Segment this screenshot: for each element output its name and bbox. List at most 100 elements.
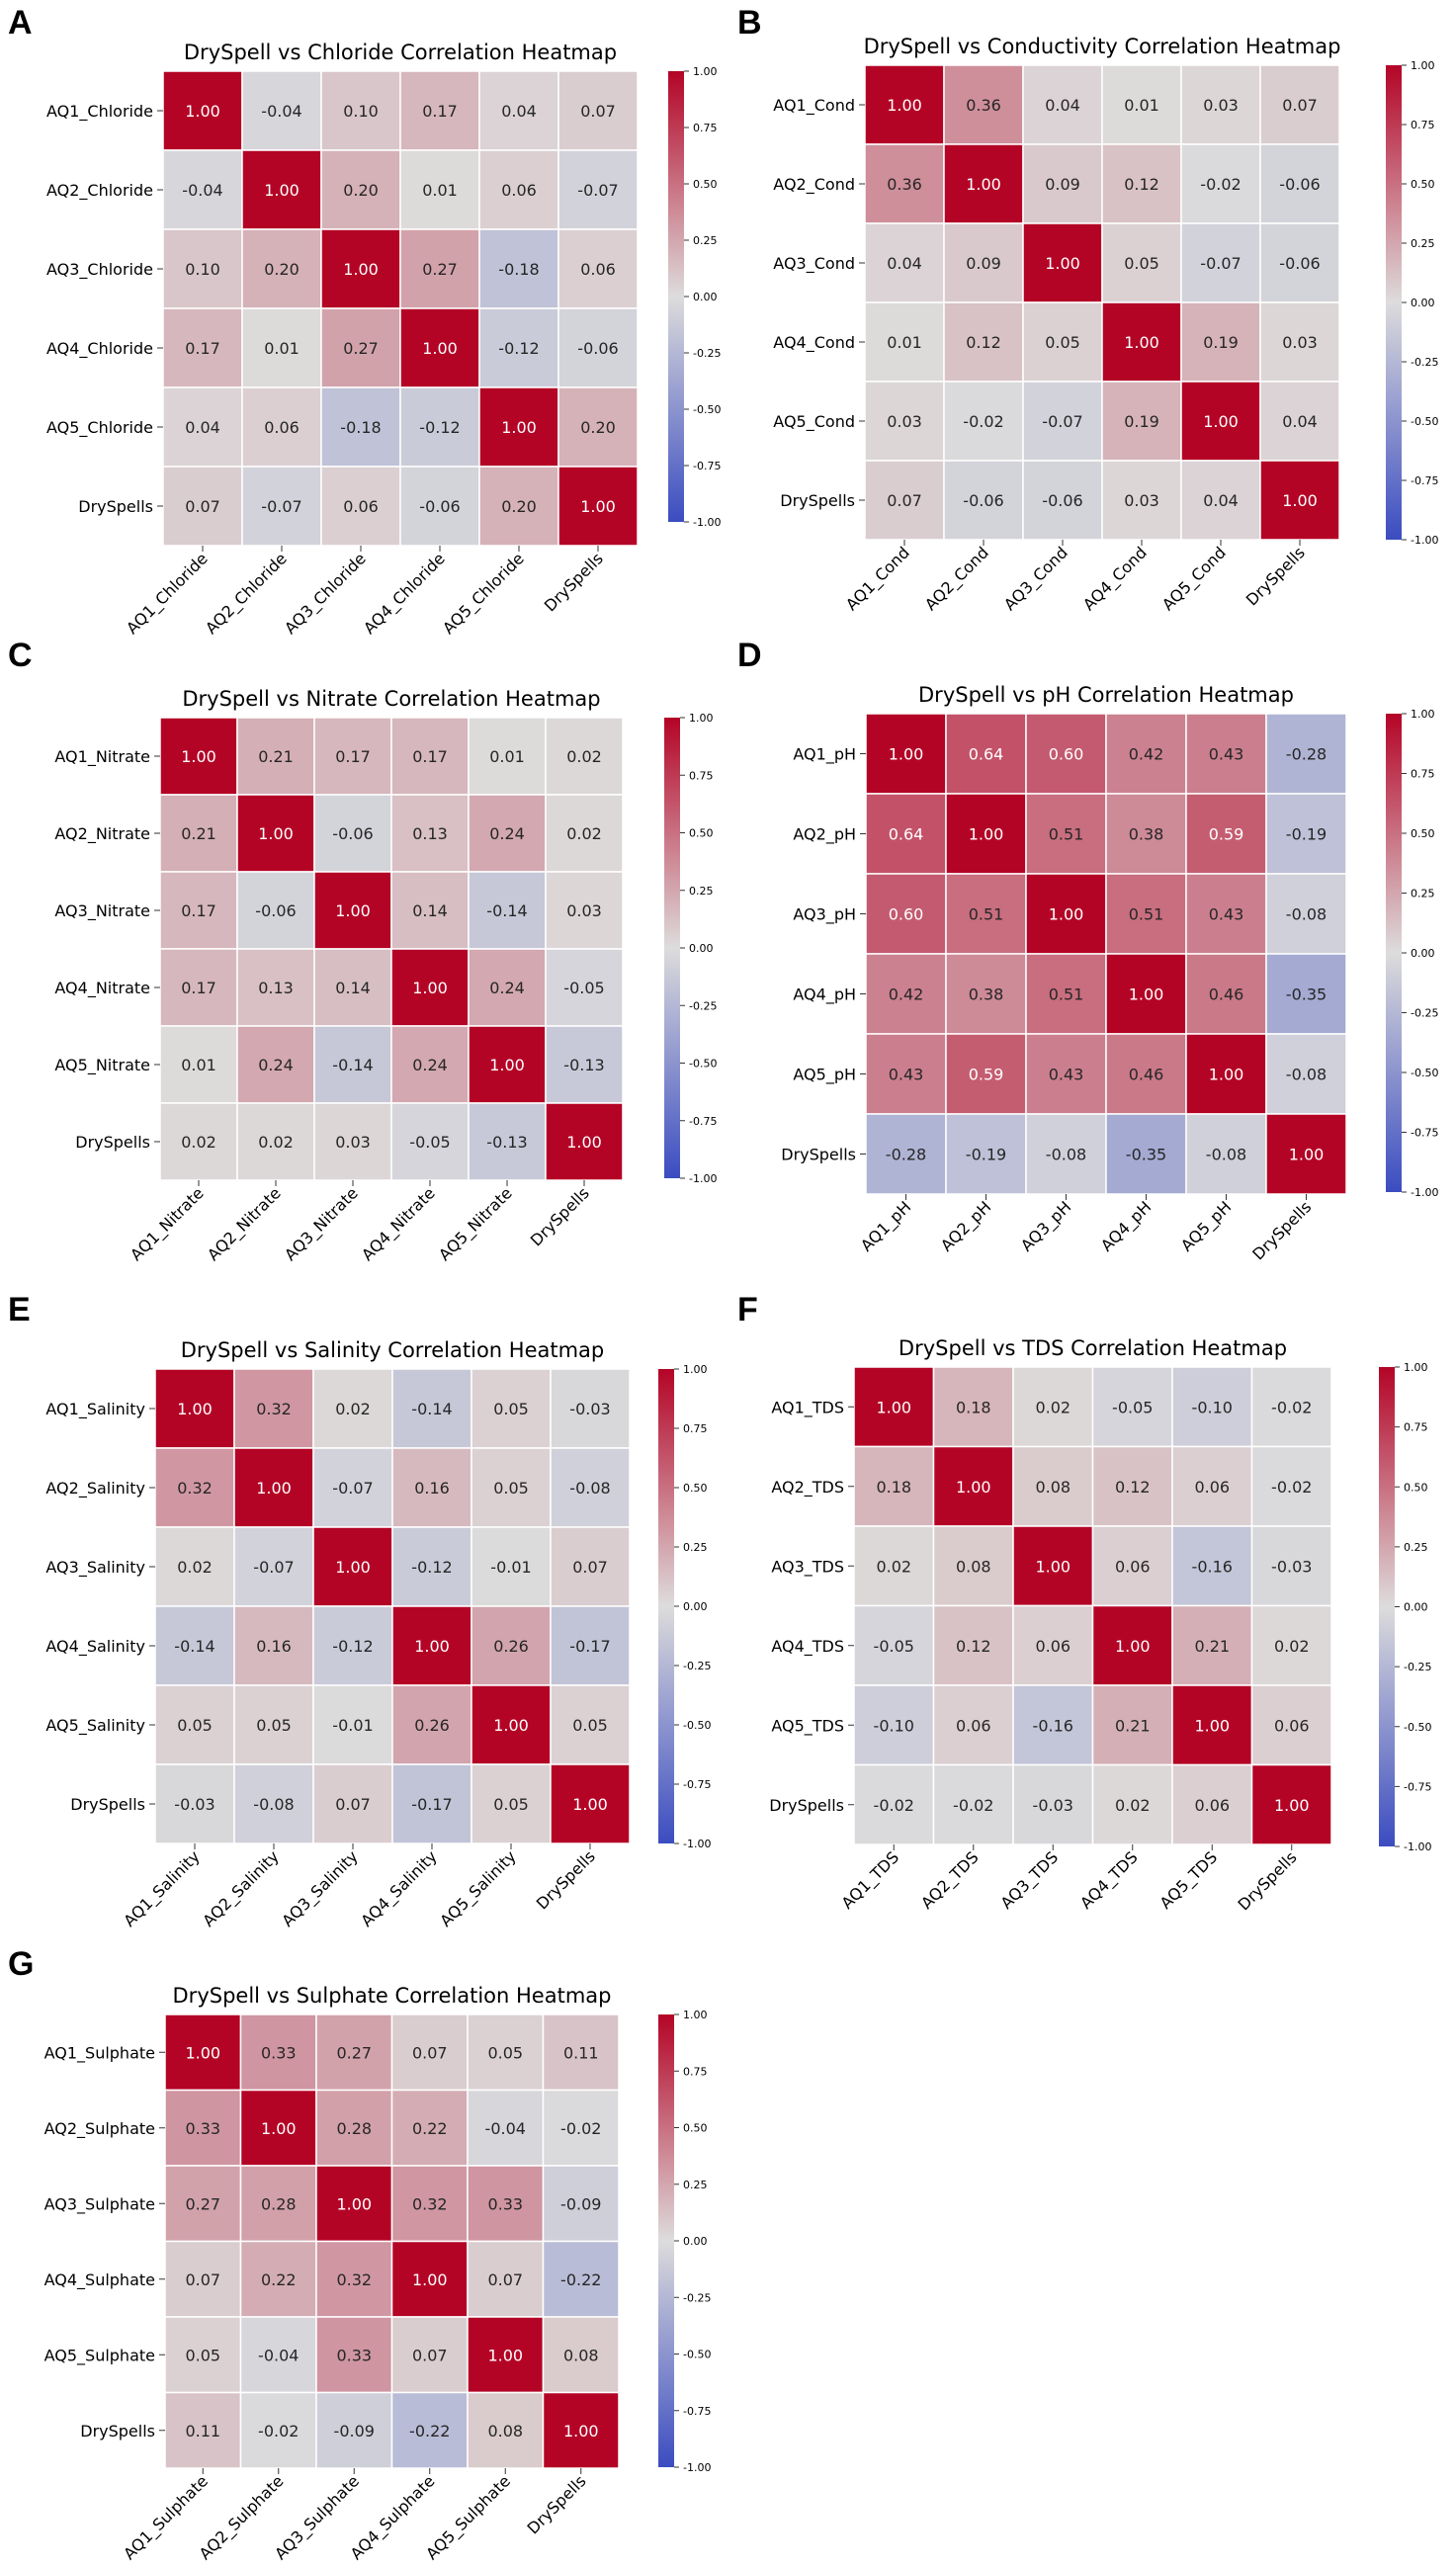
chart-title: DrySpell vs Conductivity Correlation Hea…: [864, 35, 1341, 58]
colorbar-tick-label: 1.00: [1404, 1361, 1428, 1374]
heatmap-cell: [1101, 460, 1182, 541]
cell-value-label: 0.05: [185, 2346, 220, 2364]
cell-value-label: 1.00: [1115, 1637, 1151, 1656]
heatmap-cell: [945, 1033, 1027, 1115]
cell-value-label: 1.00: [422, 339, 458, 358]
cell-value-label: 1.00: [177, 1400, 213, 1418]
cell-value-label: 0.02: [566, 747, 602, 766]
cell-value-label: 0.02: [181, 1133, 216, 1152]
colorbar-tick-label: -0.25: [683, 2291, 711, 2304]
cell-value-label: -0.03: [1033, 1796, 1073, 1815]
cell-value-label: 0.05: [487, 2043, 523, 2062]
colorbar-tick-label: 0.75: [693, 122, 718, 134]
cell-value-label: 0.20: [501, 497, 537, 516]
cell-value-label: -0.16: [1192, 1557, 1233, 1576]
x-tick-label: DrySpells: [524, 2471, 590, 2537]
cell-value-label: 0.06: [580, 260, 616, 279]
cell-value-label: 0.38: [969, 985, 1004, 1004]
y-tick-label: AQ4_Sulphate: [44, 2270, 155, 2290]
heatmap-cell: [468, 717, 547, 796]
cell-value-label: 0.03: [1203, 96, 1239, 115]
cell-value-label: -0.07: [261, 497, 301, 516]
cell-value-label: 0.07: [572, 1558, 608, 1577]
cell-value-label: 0.06: [956, 1716, 991, 1735]
cell-value-label: -0.02: [1200, 175, 1241, 194]
cell-value-label: 0.33: [487, 2194, 523, 2213]
x-tick-label: AQ5_Nitrate: [435, 1183, 516, 1264]
cell-value-label: 0.60: [889, 905, 924, 924]
cell-value-label: 0.24: [412, 1056, 448, 1074]
cell-value-label: 0.21: [1194, 1637, 1230, 1656]
colorbar: [658, 1369, 674, 1843]
cell-value-label: 0.64: [969, 745, 1004, 764]
cell-value-label: 0.05: [493, 1400, 529, 1418]
x-tick-label: AQ5_TDS: [1156, 1847, 1222, 1913]
heatmap-cell: [320, 70, 401, 151]
y-tick-label: DrySpells: [78, 497, 153, 516]
colorbar-tick-label: -0.50: [1404, 1721, 1431, 1734]
cell-value-label: 0.02: [566, 824, 602, 843]
x-tick-label: AQ3_Cond: [1000, 543, 1072, 615]
cell-value-label: 0.14: [335, 979, 371, 997]
panel-label-b: B: [737, 4, 762, 42]
cell-value-label: 0.51: [969, 905, 1004, 924]
heatmap-cell: [391, 1447, 472, 1528]
heatmap-cell: [943, 460, 1024, 541]
y-tick-label: AQ4_Salinity: [45, 1637, 145, 1657]
heatmap-cell: [154, 1368, 235, 1449]
cell-value-label: -0.14: [411, 1400, 452, 1418]
heatmap-cell: [1091, 1604, 1173, 1686]
x-tick-label: AQ3_Chloride: [281, 549, 371, 639]
cell-value-label: 0.04: [501, 102, 537, 121]
cell-value-label: 0.36: [887, 175, 922, 194]
cell-value-label: 0.08: [563, 2346, 599, 2364]
heatmap-cell: [1022, 381, 1103, 462]
heatmap-cell: [545, 717, 624, 796]
cell-value-label: 0.51: [1049, 985, 1084, 1004]
cell-value-label: -0.07: [332, 1479, 373, 1498]
panel-label-a: A: [8, 4, 33, 42]
heatmap-cell: [550, 1763, 631, 1844]
y-tick-label: DrySpells: [780, 491, 855, 510]
x-tick-label: AQ2_Chloride: [202, 549, 292, 639]
heatmap-cell: [1171, 1604, 1253, 1686]
heatmap-cell: [233, 1763, 314, 1844]
colorbar: [658, 2014, 674, 2467]
cell-value-label: 0.43: [1209, 745, 1244, 764]
cell-value-label: 0.07: [580, 102, 616, 121]
heatmap-cell: [1091, 1684, 1173, 1766]
heatmap-cell: [1171, 1525, 1253, 1607]
cell-value-label: -0.01: [332, 1716, 373, 1735]
cell-value-label: 0.22: [261, 2270, 297, 2289]
y-tick-label: AQ3_Cond: [773, 254, 855, 274]
heatmap-cell: [315, 2013, 393, 2092]
y-tick-label: AQ2_pH: [793, 825, 856, 845]
cell-value-label: 0.12: [1124, 175, 1159, 194]
cell-value-label: 0.05: [493, 1795, 529, 1814]
heatmap-cell: [1101, 64, 1182, 145]
cell-value-label: 0.02: [1115, 1796, 1151, 1815]
heatmap-cell: [1171, 1366, 1253, 1448]
x-tick-label: AQ2_pH: [937, 1197, 995, 1255]
heatmap-cell: [390, 794, 470, 873]
cell-value-label: 0.12: [956, 1637, 991, 1656]
cell-value-label: 1.00: [181, 747, 216, 766]
x-tick-label: AQ3_TDS: [997, 1847, 1063, 1913]
cell-value-label: 0.06: [264, 418, 300, 437]
colorbar-tick-label: -0.50: [689, 1058, 717, 1070]
cell-value-label: 0.04: [185, 418, 220, 437]
cell-value-label: 1.00: [414, 1637, 450, 1656]
heatmap-cell: [162, 70, 243, 151]
cell-value-label: 0.07: [1282, 96, 1318, 115]
cell-value-label: 0.06: [343, 497, 379, 516]
cell-value-label: 0.04: [1203, 491, 1239, 510]
cell-value-label: 0.05: [256, 1716, 292, 1735]
heatmap-panel-a: DrySpell vs Chloride Correlation Heatmap…: [46, 41, 721, 639]
cell-value-label: 1.00: [343, 260, 379, 279]
cell-value-label: 0.10: [343, 102, 379, 121]
heatmap-panel-d: DrySpell vs pH Correlation Heatmap 1.00 0.…: [781, 683, 1438, 1263]
cell-value-label: 1.00: [1289, 1146, 1325, 1164]
cell-value-label: 1.00: [1049, 905, 1084, 924]
colorbar-tick-label: -1.00: [689, 1172, 717, 1185]
colorbar-tick-label: 0.00: [683, 1600, 708, 1613]
